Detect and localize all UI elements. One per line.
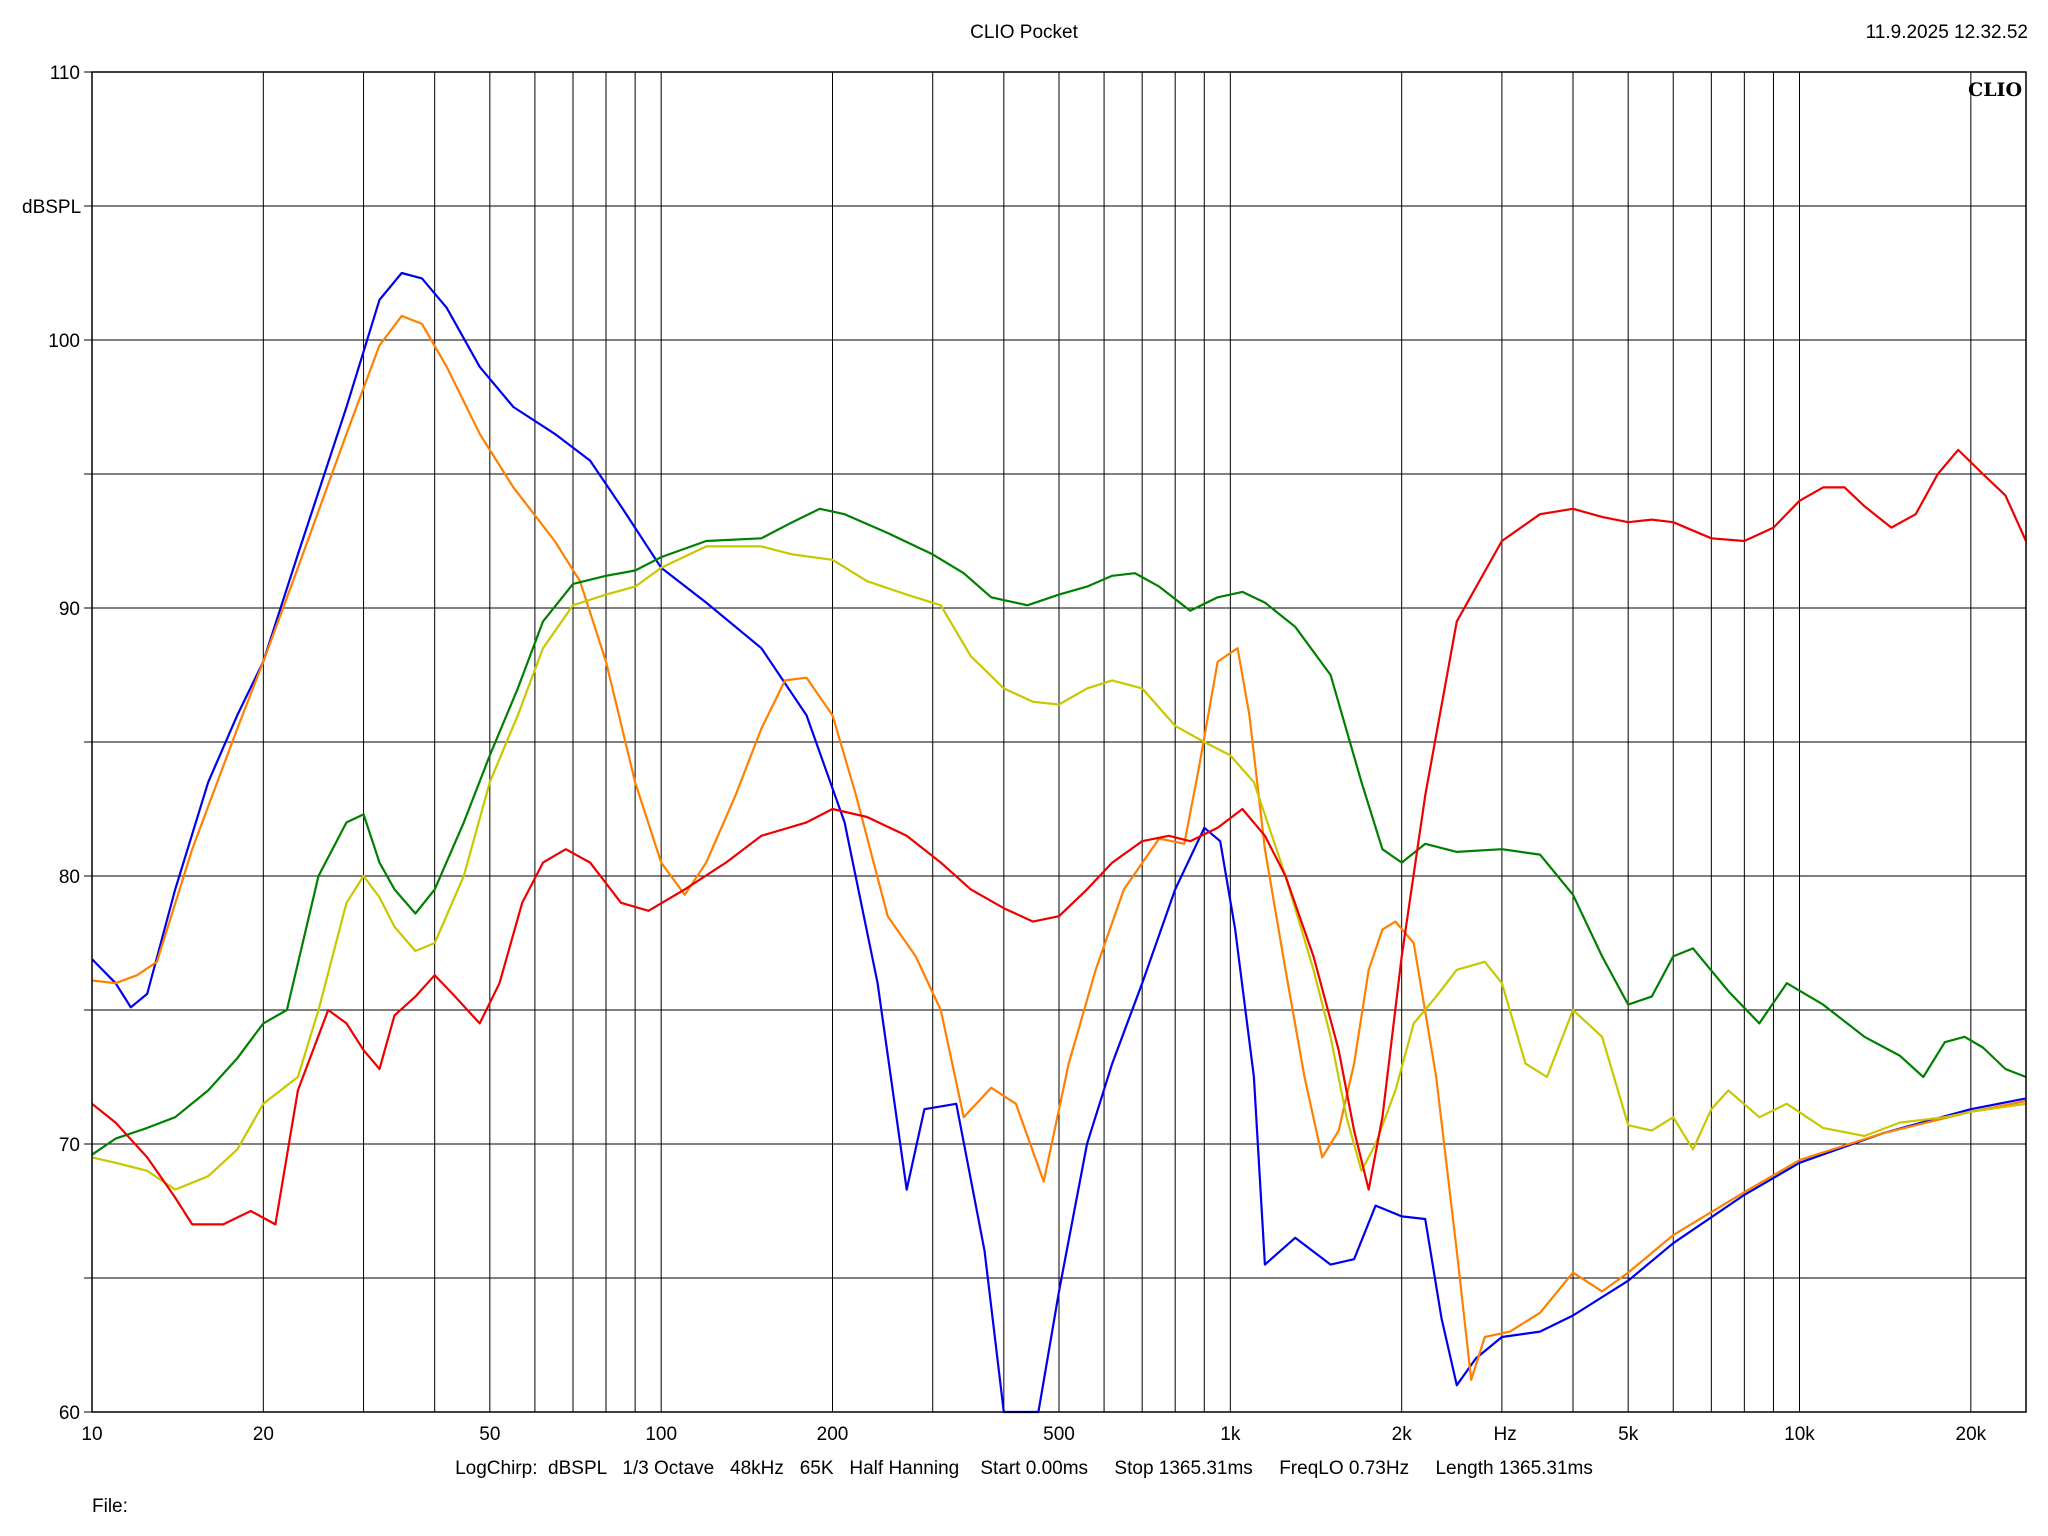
x-tick-label: 5k (1618, 1424, 1639, 1445)
series-line-4 (91, 545, 2027, 1191)
y-tick-label: 70 (59, 1135, 80, 1156)
x-tick-label: 2k (1392, 1424, 1413, 1445)
measurement-settings: LogChirp: dBSPL 1/3 Octave 48kHz 65K Hal… (455, 1458, 1593, 1479)
grid (84, 71, 2026, 1413)
timestamp: 11.9.2025 12.32.52 (1865, 22, 2028, 43)
x-tick-label: 20 (253, 1424, 274, 1445)
series-line-5 (91, 448, 2028, 1226)
x-tick-label: 1k (1220, 1424, 1241, 1445)
x-tick-label: 500 (1043, 1424, 1075, 1445)
y-tick-labels: 60 70 80 90 100 110 (48, 63, 80, 1424)
series-group (91, 271, 2028, 1414)
x-tick-label: 20k (1956, 1424, 1987, 1445)
chart-title: CLIO Pocket (970, 22, 1078, 43)
y-tick-label: 90 (59, 599, 80, 620)
x-tick-label: 100 (645, 1424, 677, 1445)
x-tick-labels: 10 20 50 100 200 500 1k 2k 5k 10k 20k (81, 1424, 1986, 1445)
x-tick-label: 50 (479, 1424, 500, 1445)
y-tick-label: 80 (59, 867, 80, 888)
y-tick-label: 60 (59, 1403, 80, 1424)
x-tick-label: 10k (1784, 1424, 1815, 1445)
plot-frame (91, 71, 2027, 1413)
series-line-2 (91, 314, 2027, 1381)
x-tick-label: 10 (81, 1424, 102, 1445)
y-tick-label: 110 (50, 63, 80, 84)
file-label: File: (92, 1496, 128, 1517)
x-tick-label: 200 (817, 1424, 849, 1445)
brand-label: CLIO (1968, 79, 2022, 101)
y-tick-label: 100 (48, 331, 80, 352)
series-line-3 (91, 507, 2027, 1156)
y-axis-label: dBSPL (22, 197, 81, 218)
x-axis-label: Hz (1494, 1424, 1517, 1445)
